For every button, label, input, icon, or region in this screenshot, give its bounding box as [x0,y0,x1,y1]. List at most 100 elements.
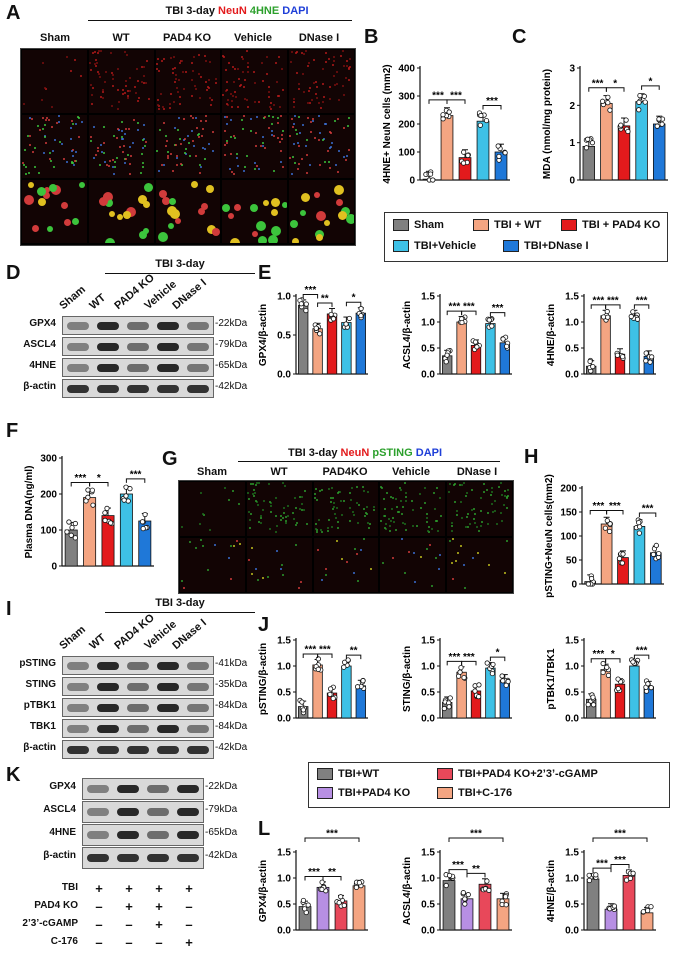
micrograph-dot [104,71,107,73]
blot-k-cond-sign-0-3: + [185,881,193,896]
micrograph-dot [382,562,385,564]
data-point [444,352,450,358]
micrograph-dot [426,521,429,523]
grid-g-cell-r1-c0 [180,538,245,592]
data-point [298,301,304,307]
micrograph-dot [243,115,246,117]
micrograph-dot [507,489,510,491]
bar-f-1 [83,497,97,567]
significance-bracket [610,863,630,869]
blot-k-cond-sign-3-3: + [185,935,193,950]
micrograph-dot [401,513,404,515]
micrograph-dot [51,126,53,128]
micrograph-dot [491,491,494,493]
micrograph-dot [39,129,41,131]
micrograph-dot [491,503,494,505]
micrograph-dot [178,138,181,140]
data-point [142,511,148,518]
grid-g-cell-r1-c4 [447,538,512,592]
micrograph-dot [142,138,145,140]
micrograph-dot [405,500,408,502]
micrograph-dot [232,490,234,492]
micrograph-dot [64,219,71,226]
micrograph-dot [296,72,299,74]
micrograph-dot [471,489,474,491]
blot-band [127,384,149,393]
grid-a-cell-r0-c1 [88,50,154,113]
micrograph-dot [289,135,292,137]
micrograph-dot [117,101,120,103]
micrograph-dot [236,153,239,155]
micrograph-dot [175,155,178,157]
micrograph-dot [71,161,73,163]
data-point [605,94,611,100]
micrograph-dot [324,220,331,226]
micrograph-dot [140,153,143,155]
micrograph-dot [298,145,301,147]
panel-label-h: H [524,446,539,468]
micrograph-dot [412,525,415,527]
micrograph-dot [461,517,464,519]
data-point [104,505,110,511]
micrograph-dot [228,213,235,219]
micrograph-dot [240,84,243,86]
panel-a-col-vehicle: Vehicle [234,32,272,44]
micrograph-dot [317,519,320,521]
micrograph-dot [293,123,296,125]
micrograph-dot [337,171,340,173]
micrograph-dot [246,50,249,52]
data-point [83,498,89,504]
micrograph-dot [380,520,383,522]
micrograph-dot [137,97,140,99]
micrograph-dot [194,88,197,90]
micrograph-dot [342,50,345,52]
micrograph-dot [451,522,454,524]
micrograph-dot [136,100,139,102]
micrograph-dot [293,143,296,145]
data-point [440,112,446,118]
micrograph-dot [89,140,92,142]
significance-bracket [633,304,650,309]
blotK-strip-0 [82,778,204,800]
micrograph-dot [504,495,507,497]
micrograph-dot [59,141,61,143]
data-point [358,313,364,319]
micrograph-dot [351,511,354,513]
micrograph-dot [182,118,185,120]
micrograph-dot [43,192,50,199]
blot-band [187,682,209,691]
micrograph-dot [178,103,181,105]
micrograph-dot [294,162,297,164]
y-axis-label: MDA (nmol/mg protein) [542,69,553,179]
data-point [462,901,468,907]
micrograph-dot [97,73,100,75]
micrograph-dot [142,82,145,84]
y-tick-label: 200 [398,120,415,131]
micrograph-dot [71,162,73,164]
micrograph-dot [230,119,233,121]
micrograph-dot [380,486,383,488]
micrograph-dot [158,190,167,198]
micrograph-dot [248,527,251,529]
y-tick-label: 1.5 [421,636,435,647]
micrograph-dot [491,487,494,489]
y-tick-label: 0 [571,580,577,591]
micrograph-dot [338,99,341,101]
micrograph-dot [483,483,486,485]
legend-label-wt: TBI + WT [494,219,542,231]
micrograph-dot [383,498,386,500]
micrograph-dot [162,58,165,60]
y-tick-label: 0.5 [421,688,435,699]
blotI-strip-4 [62,740,214,759]
micrograph-dot [385,523,388,525]
blotD-strip-0 [62,316,214,335]
data-point [443,359,449,365]
micrograph-dot [128,77,131,79]
micrograph-dot [96,150,99,152]
data-point [495,143,501,149]
data-point [586,872,592,878]
micrograph-dot [309,87,312,89]
micrograph-dot [339,500,342,502]
micrograph-dot [438,568,441,570]
